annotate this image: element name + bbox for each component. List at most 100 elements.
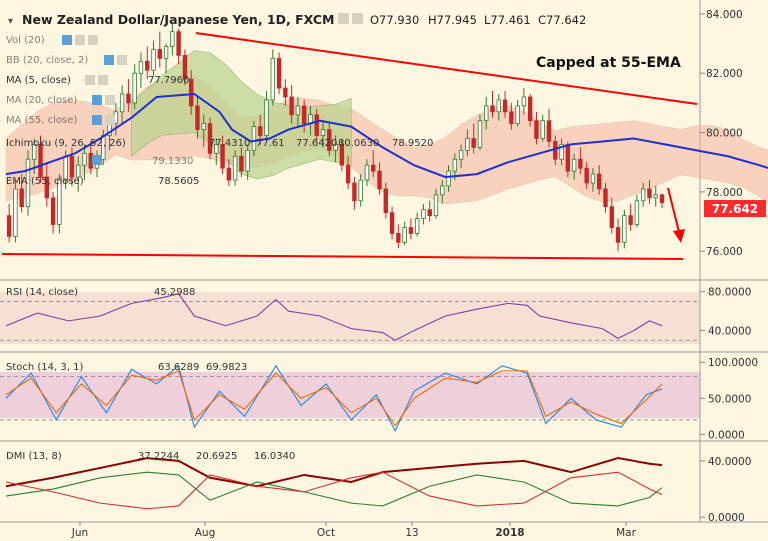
- gear-icon[interactable]: [105, 115, 115, 125]
- lower-trendline: [1, 253, 684, 260]
- candle-body: [402, 227, 407, 243]
- gear-icon[interactable]: [352, 13, 363, 24]
- candle-body: [75, 164, 81, 178]
- candle-body: [44, 176, 50, 199]
- candle-body: [119, 93, 125, 113]
- legend-bb[interactable]: BB (20, close, 2): [6, 55, 88, 66]
- candle-body: [245, 149, 250, 172]
- candle: [75, 156, 81, 192]
- candle-body: [527, 96, 533, 122]
- candle-body: [232, 155, 238, 181]
- time-axis: Jun Aug Oct 13 2018 Mar: [71, 522, 637, 539]
- candle: [44, 162, 50, 207]
- stoch-pane: 100.0000 50.0000 0.0000: [0, 357, 758, 441]
- candle-body: [157, 49, 162, 59]
- ichimoku-value-2: 77.61: [256, 138, 285, 149]
- eye-icon[interactable]: [92, 95, 102, 105]
- legend-ema[interactable]: EMA (55, close): [6, 176, 84, 187]
- close-icon[interactable]: [88, 35, 98, 45]
- candle-body: [383, 188, 388, 214]
- candle: [207, 117, 213, 160]
- candle: [151, 40, 156, 77]
- candle: [408, 218, 414, 240]
- candle: [496, 93, 501, 121]
- candle-body: [509, 111, 514, 125]
- gear-icon[interactable]: [105, 95, 115, 105]
- candle-body: [609, 206, 614, 228]
- candle-body: [496, 99, 501, 113]
- candle: [527, 93, 533, 127]
- rsi-band: [0, 292, 700, 344]
- candle: [352, 177, 357, 210]
- candle: [421, 203, 426, 225]
- candle-body: [371, 164, 376, 172]
- legend-ichimoku[interactable]: Ichimoku (9, 26, 52, 26): [6, 138, 126, 149]
- candle: [276, 52, 282, 94]
- legend-vol[interactable]: Vol (20): [6, 35, 45, 46]
- collapse-chevron-icon[interactable]: ▾: [8, 16, 13, 27]
- candle: [176, 28, 181, 65]
- indicator-legend: Vol (20) BB (20, close, 2) MA (5, close)…: [6, 35, 433, 187]
- rsi-pane: 80.0000 40.0000: [0, 287, 751, 341]
- dmi-title: DMI (13, 8): [6, 451, 62, 462]
- legend-ma55[interactable]: MA (55, close): [6, 115, 77, 126]
- candle-body: [327, 129, 332, 151]
- candle-body: [490, 105, 495, 113]
- candles: [6, 22, 665, 252]
- ohlc-high: H77.945: [428, 13, 477, 27]
- candle-body: [396, 233, 401, 243]
- candle: [622, 209, 627, 249]
- candle-body: [452, 158, 458, 172]
- candle-body: [289, 96, 294, 116]
- eye-icon[interactable]: [85, 75, 95, 85]
- legend-ma55-value: 79.1330: [152, 156, 193, 167]
- candle: [245, 144, 250, 181]
- ichimoku-value-5: 78.9520: [392, 138, 433, 149]
- candle-body: [590, 173, 596, 184]
- ohlc-low: L77.461: [484, 13, 531, 27]
- candle: [339, 138, 345, 172]
- candle-body: [13, 188, 18, 237]
- candle-body: [559, 144, 564, 160]
- candle-body: [584, 167, 589, 184]
- candle-body: [32, 144, 37, 160]
- legend-ma20[interactable]: MA (20, close): [6, 95, 77, 106]
- time-tick-label: Jun: [71, 527, 88, 539]
- candle: [345, 156, 351, 189]
- gear-icon[interactable]: [75, 35, 85, 45]
- candle-body: [201, 123, 206, 130]
- price-tick-label: 76.000: [706, 246, 743, 258]
- eye-icon[interactable]: [92, 115, 102, 125]
- candle: [50, 191, 56, 234]
- candle: [396, 224, 401, 249]
- candle-body: [546, 120, 552, 142]
- candle: [182, 49, 188, 86]
- candle-body: [339, 144, 345, 166]
- candle: [364, 159, 370, 186]
- eye-icon[interactable]: [92, 155, 102, 165]
- candle: [283, 79, 288, 106]
- candle: [201, 114, 206, 148]
- candle: [126, 79, 131, 112]
- time-tick-label: Mar: [616, 527, 636, 539]
- candle-body: [446, 170, 451, 187]
- candle-body: [578, 158, 583, 169]
- pane-tick-label: 80.0000: [708, 287, 751, 299]
- candle: [634, 194, 640, 228]
- candle: [25, 150, 31, 216]
- dmi-pane: 40.0000 0.0000: [5, 456, 751, 524]
- ohlc-open: O77.930: [370, 13, 419, 27]
- candle-body: [603, 188, 608, 208]
- candle-body: [659, 194, 665, 203]
- candle: [13, 180, 18, 243]
- legend-ma5[interactable]: MA (5, close): [6, 75, 71, 86]
- gear-icon[interactable]: [98, 75, 108, 85]
- pane-tick-label: 100.0000: [708, 357, 758, 369]
- gear-icon[interactable]: [117, 55, 127, 65]
- eye-icon[interactable]: [338, 13, 349, 24]
- candle-body: [182, 55, 188, 80]
- eye-icon[interactable]: [62, 35, 72, 45]
- candle: [446, 165, 451, 192]
- candle: [653, 185, 658, 207]
- eye-icon[interactable]: [104, 55, 114, 65]
